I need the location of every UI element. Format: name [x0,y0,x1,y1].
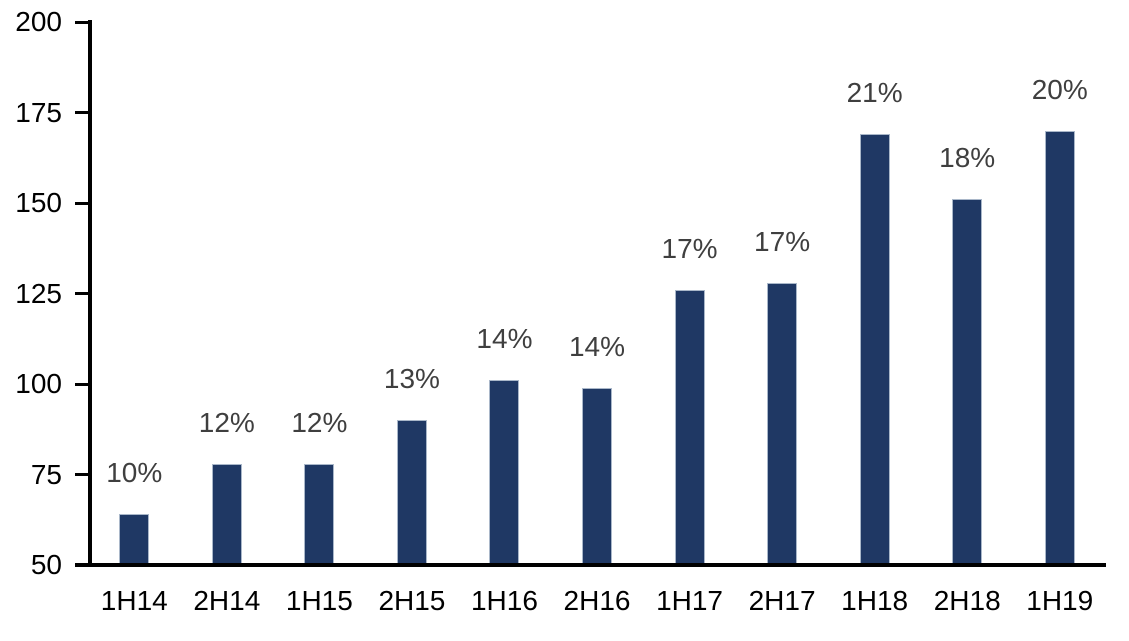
bar [119,514,150,565]
y-tick [75,382,88,386]
y-tick [75,20,88,24]
bar-value-label: 20% [1031,73,1088,105]
y-tick [75,111,88,114]
bar [1044,130,1075,565]
x-category-label: 2H14 [193,585,261,616]
bar-value-label: 17% [661,232,718,264]
x-category-label: 1H19 [1026,585,1094,616]
bar [767,282,798,565]
y-tick [75,201,88,205]
bar-value-label: 12% [198,406,255,438]
y-tick-label: 125 [15,277,62,309]
bar [396,420,427,565]
x-category-label: 1H17 [656,585,723,616]
bar-value-label: 21% [846,77,903,109]
y-tick [75,473,88,476]
x-axis-line [75,563,1106,567]
y-axis-line [88,20,92,567]
x-category-label: 2H17 [748,585,816,616]
bar [859,134,890,565]
y-tick-label: 150 [15,187,62,218]
x-category-label: 1H18 [841,585,909,616]
y-tick [75,292,88,295]
bar-value-label: 10% [106,457,163,489]
bar [952,199,983,565]
bar [304,463,335,565]
x-category-label: 1H16 [470,585,538,616]
bar-value-label: 14% [568,330,626,362]
y-tick-label: 100 [15,368,62,399]
x-category-label: 2H15 [378,585,446,616]
x-category-label: 1H15 [285,585,353,616]
bar [489,380,520,565]
y-tick-label: 175 [15,96,62,128]
bar-value-label: 17% [754,225,811,257]
x-category-label: 2H18 [933,585,1001,616]
bar [674,289,705,565]
bar [211,463,242,565]
y-tick-label: 50 [30,549,62,580]
bar-value-label: 13% [383,363,440,395]
x-category-label: 1H14 [100,585,168,616]
x-category-label: 2H16 [563,585,631,616]
y-tick-label: 75 [30,458,62,490]
y-tick-label: 200 [15,6,62,37]
bar-value-label: 18% [939,142,996,174]
bar-value-label: 14% [476,323,533,355]
bar-value-label: 12% [291,406,348,438]
bar [582,387,612,565]
